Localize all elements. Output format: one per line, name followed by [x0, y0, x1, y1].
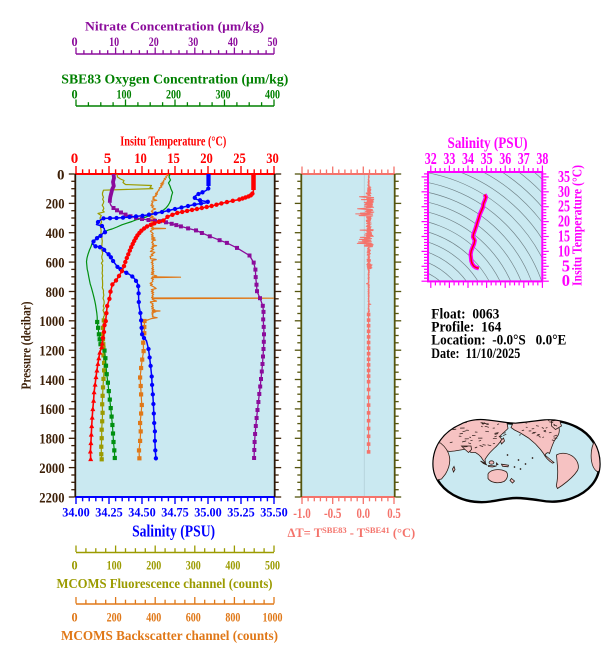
- svg-text:-0.5: -0.5: [324, 506, 342, 522]
- svg-text:400: 400: [146, 611, 161, 625]
- svg-text:400: 400: [225, 559, 240, 573]
- svg-text:MCOMS Fluorescence channel (co: MCOMS Fluorescence channel (counts): [57, 577, 273, 592]
- svg-text:34.25: 34.25: [95, 506, 123, 520]
- svg-text:35: 35: [558, 167, 570, 186]
- svg-text:0.0: 0.0: [357, 506, 371, 522]
- svg-text:Location: -0.0°S 0.0°E: Location: -0.0°S 0.0°E: [431, 333, 566, 349]
- svg-text:0: 0: [71, 559, 77, 573]
- svg-text:10: 10: [134, 151, 147, 167]
- svg-text:0: 0: [71, 88, 77, 102]
- svg-text:20: 20: [558, 212, 570, 231]
- svg-text:15: 15: [558, 227, 570, 246]
- svg-text:25: 25: [558, 197, 570, 216]
- svg-text:25: 25: [233, 151, 246, 167]
- svg-text:0: 0: [71, 151, 79, 167]
- svg-text:SBE83 Oxygen Concentration (μm: SBE83 Oxygen Concentration (μm/kg): [61, 73, 288, 88]
- svg-text:1800: 1800: [39, 432, 64, 448]
- svg-text:Insitu Temperature (°C): Insitu Temperature (°C): [570, 165, 585, 286]
- svg-text:1600: 1600: [39, 402, 64, 418]
- svg-text:800: 800: [46, 285, 65, 301]
- svg-text:100: 100: [107, 559, 122, 573]
- svg-text:Profile: 164: Profile: 164: [431, 320, 501, 336]
- svg-text:600: 600: [186, 611, 201, 625]
- svg-text:400: 400: [46, 226, 65, 242]
- svg-text:Float: 0063: Float: 0063: [431, 307, 499, 323]
- svg-text:ΔT= TSBE83 - TSBE41 (°C): ΔT= TSBE83 - TSBE41 (°C): [288, 525, 416, 540]
- svg-text:200: 200: [146, 559, 161, 573]
- svg-text:-1.0: -1.0: [293, 506, 311, 522]
- svg-text:200: 200: [107, 611, 122, 625]
- svg-text:200: 200: [166, 88, 181, 102]
- svg-text:1000: 1000: [39, 314, 64, 330]
- svg-text:400: 400: [265, 88, 280, 102]
- svg-text:2000: 2000: [39, 461, 64, 477]
- svg-text:36: 36: [499, 149, 511, 168]
- svg-text:300: 300: [216, 88, 231, 102]
- svg-text:1000: 1000: [263, 611, 283, 625]
- svg-text:500: 500: [265, 559, 280, 573]
- svg-text:10: 10: [558, 241, 570, 260]
- svg-text:0: 0: [71, 611, 77, 625]
- svg-text:34.00: 34.00: [62, 506, 90, 520]
- svg-text:2200: 2200: [39, 490, 64, 506]
- svg-text:0: 0: [57, 167, 65, 183]
- svg-text:37: 37: [518, 149, 530, 168]
- svg-text:0: 0: [562, 271, 570, 290]
- svg-text:50: 50: [268, 35, 278, 49]
- svg-text:Insitu Temperature (°C): Insitu Temperature (°C): [120, 134, 226, 149]
- svg-text:200: 200: [46, 197, 65, 213]
- svg-text:38: 38: [536, 149, 548, 168]
- svg-text:Date: 11/10/2025: Date: 11/10/2025: [431, 346, 520, 362]
- svg-text:20: 20: [200, 151, 213, 167]
- svg-text:33: 33: [443, 149, 455, 168]
- svg-text:Salinity (PSU): Salinity (PSU): [448, 135, 528, 152]
- svg-text:32: 32: [425, 149, 437, 168]
- svg-text:20: 20: [149, 35, 159, 49]
- svg-text:40: 40: [228, 35, 238, 49]
- svg-text:5: 5: [562, 256, 570, 275]
- svg-text:34.50: 34.50: [128, 506, 156, 520]
- svg-text:Pressure (decibar): Pressure (decibar): [19, 302, 34, 390]
- svg-text:34: 34: [462, 149, 474, 168]
- svg-text:30: 30: [266, 151, 279, 167]
- svg-text:30: 30: [558, 182, 570, 201]
- svg-text:10: 10: [109, 35, 119, 49]
- svg-text:MCOMS Backscatter channel (cou: MCOMS Backscatter channel (counts): [61, 629, 278, 644]
- svg-text:0.5: 0.5: [387, 506, 401, 522]
- svg-text:34.75: 34.75: [161, 506, 189, 520]
- svg-text:300: 300: [186, 559, 201, 573]
- svg-text:0: 0: [71, 35, 77, 49]
- svg-text:800: 800: [225, 611, 240, 625]
- svg-text:5: 5: [104, 151, 112, 167]
- svg-text:35.00: 35.00: [194, 506, 222, 520]
- svg-text:Nitrate Concentration (μm/kg): Nitrate Concentration (μm/kg): [85, 19, 264, 34]
- svg-text:35: 35: [481, 149, 493, 168]
- svg-text:1400: 1400: [39, 373, 64, 389]
- svg-text:600: 600: [46, 255, 65, 271]
- svg-text:35.25: 35.25: [227, 506, 255, 520]
- svg-text:100: 100: [117, 88, 132, 102]
- svg-text:35.50: 35.50: [260, 506, 288, 520]
- svg-text:30: 30: [188, 35, 198, 49]
- svg-text:1200: 1200: [39, 344, 64, 360]
- svg-text:15: 15: [167, 151, 180, 167]
- svg-text:Salinity (PSU): Salinity (PSU): [132, 522, 215, 541]
